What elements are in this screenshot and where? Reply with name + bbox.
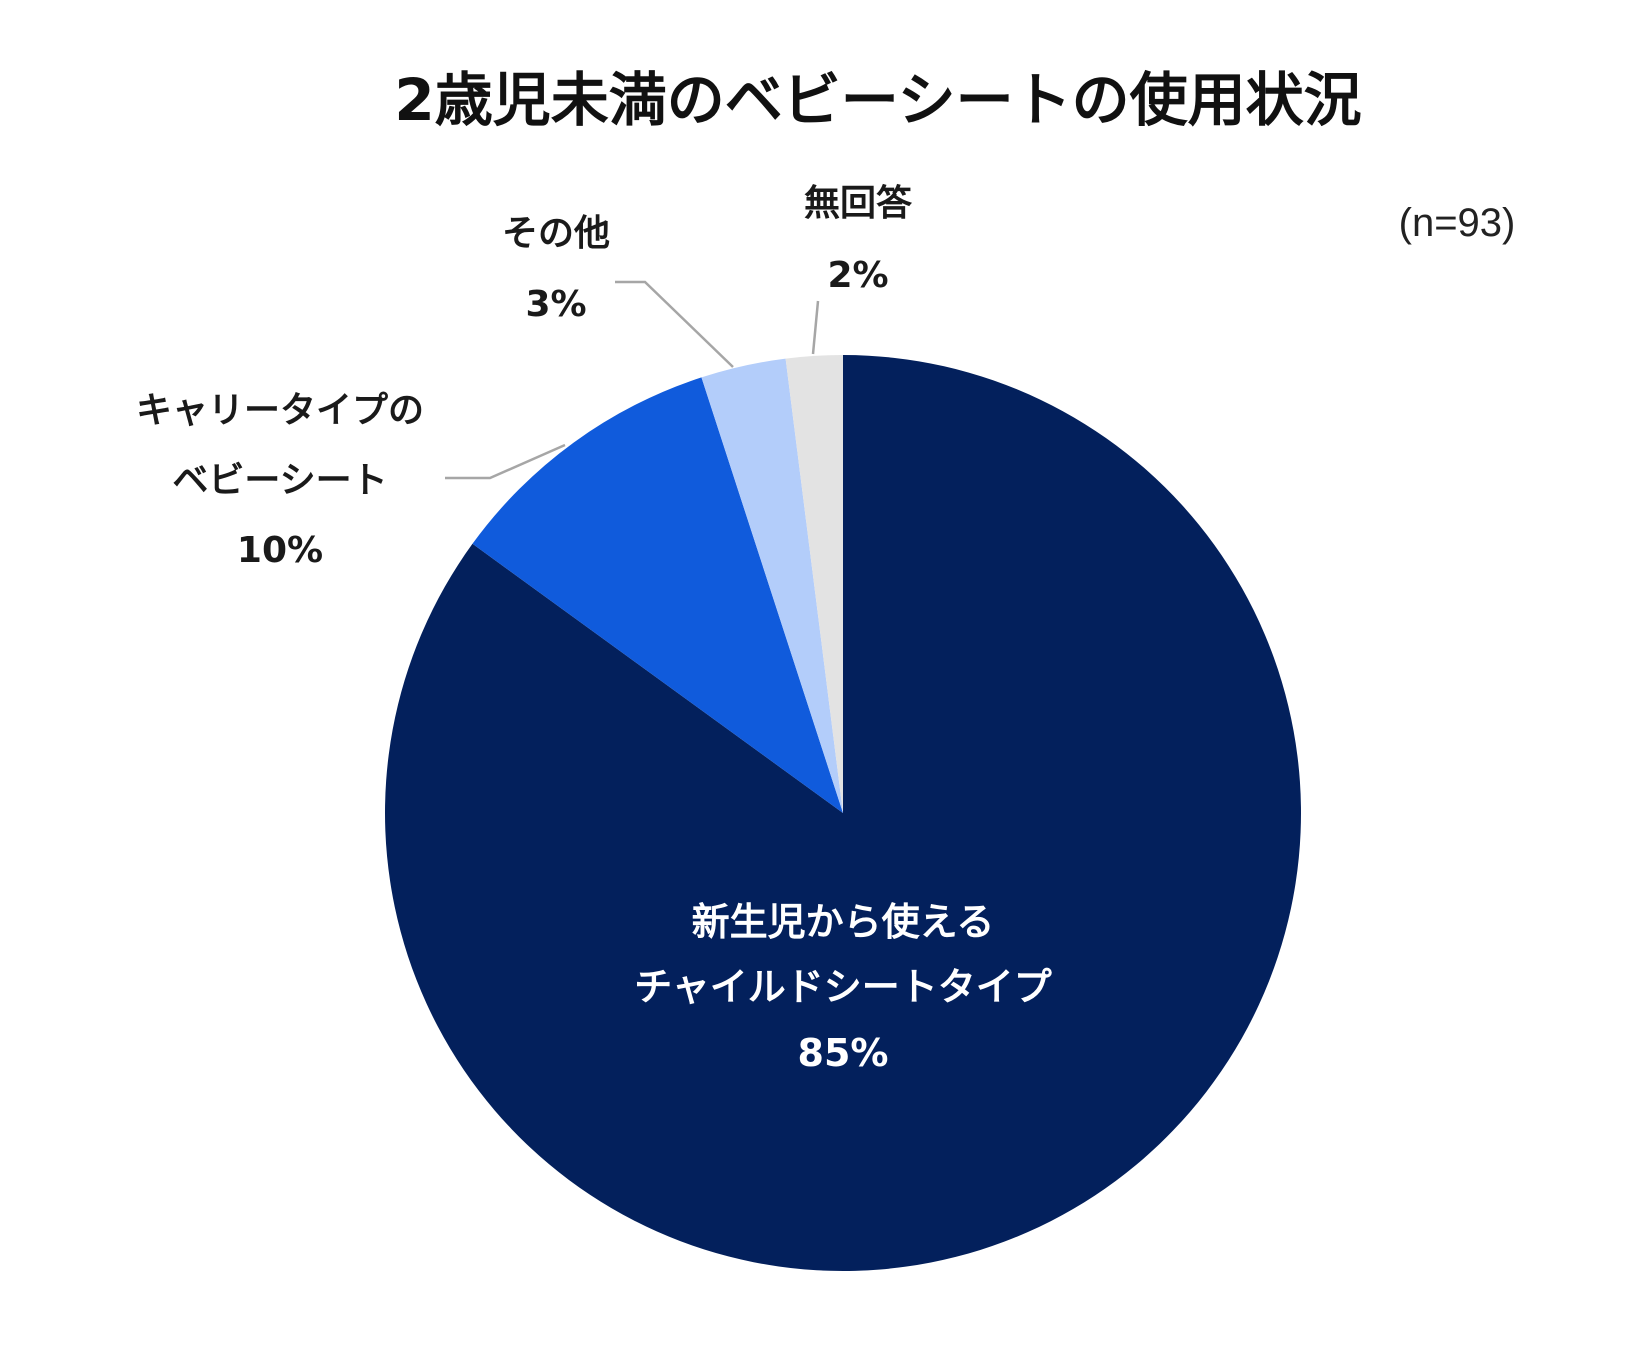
- slice-other: [701, 358, 843, 813]
- leader-line: [615, 280, 734, 368]
- label-other-name: その他: [502, 213, 610, 254]
- label-childseat-type-name: 新生児から使える: [692, 900, 995, 944]
- sample-size-note: (n=93): [1399, 201, 1516, 245]
- chart-title: 2歳児未満のベビーシートの使用状況: [394, 66, 1361, 134]
- label-no-answer-value: 2%: [827, 255, 888, 296]
- leader-lines: [445, 280, 820, 480]
- label-childseat-type-value: 85%: [798, 1031, 889, 1075]
- label-carry-type-name: ベビーシート: [172, 460, 387, 501]
- pie-slices: [384, 355, 1302, 1271]
- label-no-answer-name: 無回答: [804, 183, 913, 224]
- slice-no-answer: [785, 355, 843, 813]
- slice-carry-type: [472, 377, 843, 813]
- leader-line: [445, 443, 566, 480]
- label-childseat-type-name: チャイルドシートタイプ: [634, 965, 1052, 1009]
- label-other-value: 3%: [525, 284, 586, 325]
- leader-line: [811, 300, 820, 355]
- label-carry-type-name: キャリータイプの: [136, 390, 424, 431]
- label-carry-type-value: 10%: [237, 530, 323, 571]
